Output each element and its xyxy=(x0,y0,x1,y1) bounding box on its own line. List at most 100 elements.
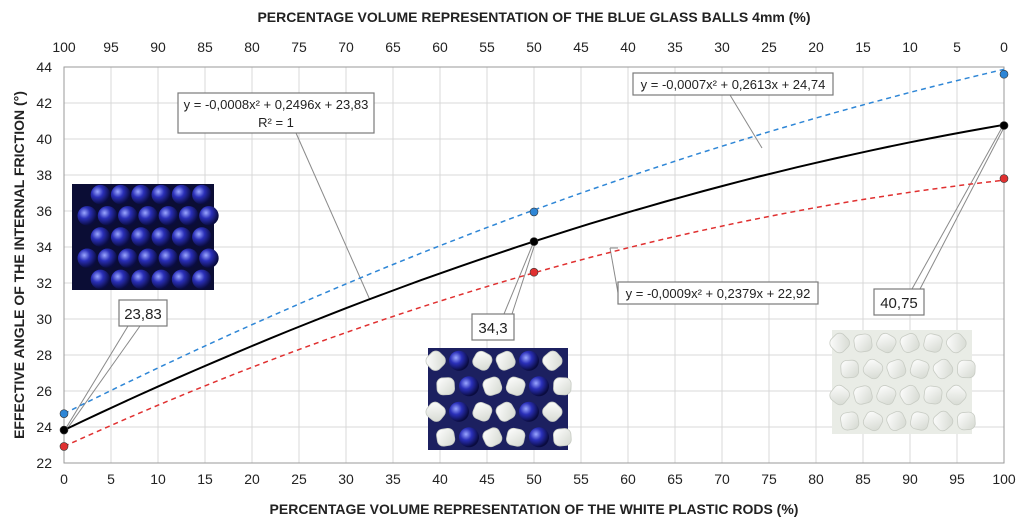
y-axis-title: EFFECTIVE ANGLE OF THE INTERNAL FRICTION… xyxy=(11,91,27,439)
y-tick-label: 34 xyxy=(36,239,52,255)
x2-tick-label: 40 xyxy=(620,39,636,55)
equation-box-red: y = -0,0009x² + 0,2379x + 22,92 xyxy=(617,281,819,305)
glass-ball xyxy=(158,206,179,226)
x-tick-label: 45 xyxy=(479,471,495,487)
x-tick-label: 100 xyxy=(992,471,1016,487)
x2-tick-label: 75 xyxy=(291,39,307,55)
plastic-rod xyxy=(840,359,859,379)
leader-line xyxy=(729,94,763,149)
x2-axis-title: PERCENTAGE VOLUME REPRESENTATION OF THE … xyxy=(257,9,810,25)
x-tick-label: 30 xyxy=(338,471,354,487)
plastic-rod xyxy=(505,376,526,396)
plastic-rod xyxy=(853,333,873,353)
x-tick-label: 15 xyxy=(197,471,213,487)
x2-tick-labels: 100 95 90 85 80 75 70 65 60 55 50 45 40 35 30 25 20 15 10 5… xyxy=(52,39,1008,55)
glass-ball xyxy=(171,184,192,205)
plastic-rod xyxy=(853,385,873,405)
y-tick-label: 38 xyxy=(36,167,52,183)
plastic-rod xyxy=(829,332,850,354)
y-tick-label: 22 xyxy=(36,455,52,471)
glass-ball xyxy=(459,376,479,397)
series-layer xyxy=(59,68,1009,451)
equation-red-text: y = -0,0009x² + 0,2379x + 22,92 xyxy=(626,286,811,301)
plastic-rod xyxy=(899,384,920,406)
x-tick-labels: 0 5 10 15 20 25 30 35 40 45 50 55 60 65 70 75 80 85 90 95 10… xyxy=(60,471,1016,487)
plastic-rod xyxy=(876,385,897,405)
x-tick-label: 25 xyxy=(291,471,307,487)
leader-lines xyxy=(65,94,1005,430)
x2-tick-label: 45 xyxy=(573,39,589,55)
glass-ball xyxy=(131,184,151,205)
plastic-rod xyxy=(862,410,884,432)
value-label-50: 34,3 xyxy=(478,320,507,337)
value-label-100: 40,75 xyxy=(880,295,918,312)
leader-line xyxy=(919,127,1005,290)
leader-line xyxy=(66,325,141,430)
glass-ball xyxy=(131,269,151,290)
glass-ball xyxy=(519,401,539,422)
x-tick-label: 65 xyxy=(667,471,683,487)
equation-blue-text: y = -0,0007x² + 0,2613x + 24,74 xyxy=(641,77,826,92)
x2-tick-label: 100 xyxy=(52,39,76,55)
plastic-rod xyxy=(957,411,976,431)
glass-ball xyxy=(151,269,171,290)
glass-ball xyxy=(90,269,111,290)
x2-tick-label: 50 xyxy=(526,39,542,55)
plastic-rod xyxy=(886,359,907,379)
x-tick-label: 60 xyxy=(620,471,636,487)
series-line-2 xyxy=(63,179,1005,448)
data-point xyxy=(999,69,1009,79)
y-tick-label: 40 xyxy=(36,131,52,147)
plastic-rod xyxy=(436,427,456,447)
plastic-rod xyxy=(553,428,572,447)
plastic-rod xyxy=(553,377,572,396)
leader-line xyxy=(295,132,371,301)
plastic-rod xyxy=(923,385,943,405)
glass-ball xyxy=(171,269,192,290)
plastic-rod xyxy=(542,401,563,422)
plastic-rod xyxy=(436,377,455,396)
r-squared-text: R² = 1 xyxy=(258,115,294,130)
x-tick-label: 35 xyxy=(385,471,401,487)
y-tick-label: 32 xyxy=(36,275,52,291)
x2-tick-label: 80 xyxy=(244,39,260,55)
glass-ball xyxy=(192,184,212,205)
glass-ball xyxy=(90,184,111,205)
x2-tick-label: 25 xyxy=(761,39,777,55)
glass-ball xyxy=(449,350,469,371)
equation-box-black: y = -0,0008x² + 0,2496x + 23,83 R² = 1 xyxy=(177,92,375,134)
y-tick-label: 24 xyxy=(36,419,52,435)
plastic-rod xyxy=(495,401,516,422)
y-tick-labels: 22 24 26 28 30 32 34 36 38 40 42 44 xyxy=(36,59,52,471)
glass-ball xyxy=(77,206,97,226)
plastic-rod xyxy=(876,332,897,354)
glass-ball xyxy=(151,184,171,205)
glass-ball xyxy=(110,269,131,290)
plastic-rod xyxy=(862,358,884,380)
glass-ball xyxy=(90,227,111,247)
plastic-rod xyxy=(932,358,954,380)
data-point xyxy=(529,267,539,277)
glass-ball xyxy=(77,248,97,268)
x2-tick-label: 35 xyxy=(667,39,683,55)
leader-line xyxy=(511,243,536,315)
y-tick-label: 36 xyxy=(36,203,52,219)
leader-line xyxy=(503,243,534,315)
x2-tick-label: 95 xyxy=(103,39,119,55)
glass-ball xyxy=(97,206,118,226)
data-point xyxy=(529,237,539,246)
x-tick-label: 90 xyxy=(902,471,918,487)
series-line-1 xyxy=(63,68,1005,415)
x-tick-label: 95 xyxy=(949,471,965,487)
plastic-rod xyxy=(829,384,850,406)
plastic-rod xyxy=(840,411,860,431)
glass-ball xyxy=(110,227,131,247)
x-tick-label: 20 xyxy=(244,471,260,487)
value-callout-50: 34,3 xyxy=(471,313,515,341)
glass-ball xyxy=(151,227,171,247)
plot-frame xyxy=(63,66,1005,464)
y-tick-label: 42 xyxy=(36,95,52,111)
y-tick-label: 44 xyxy=(36,59,52,75)
leader-line xyxy=(911,127,1003,290)
x2-tick-label: 60 xyxy=(432,39,448,55)
